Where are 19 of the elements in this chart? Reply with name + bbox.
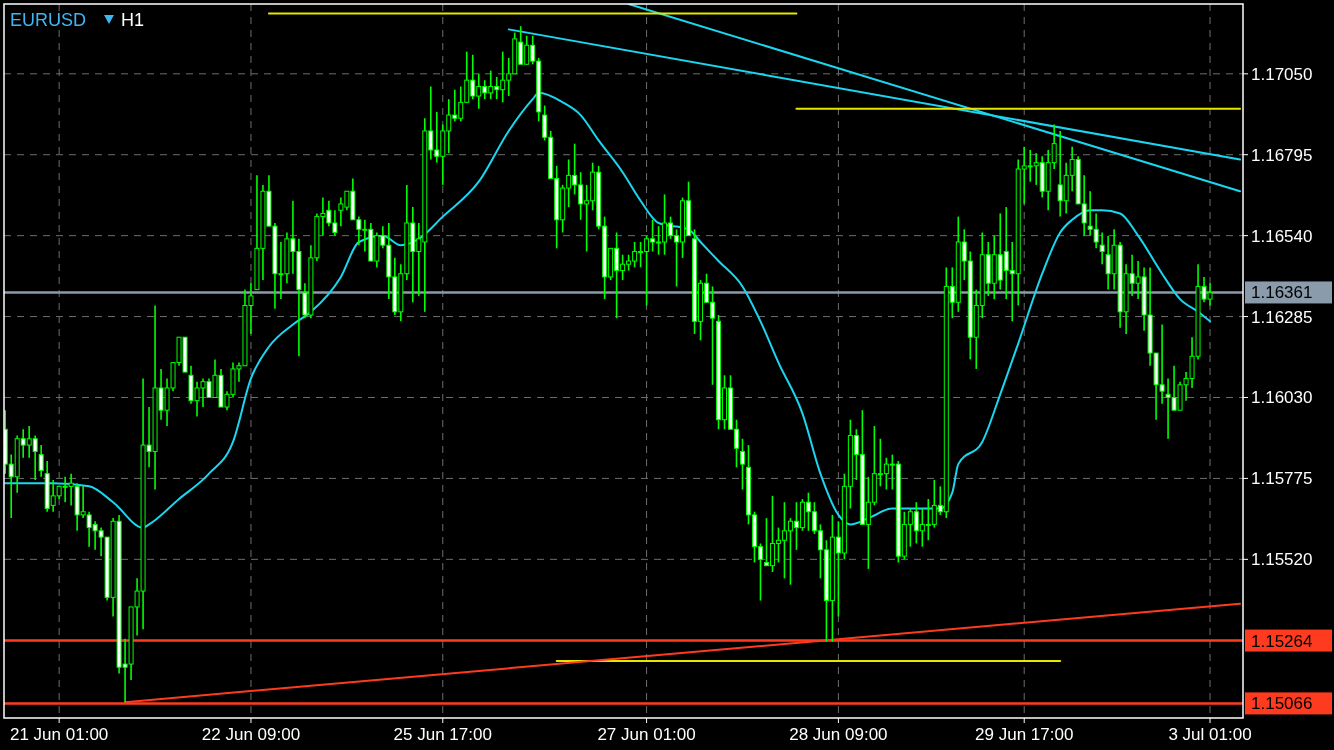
y-tick-label: 1.15520 <box>1251 550 1313 570</box>
x-tick-label: 21 Jun 01:00 <box>9 725 109 744</box>
chart-subtitle: H1 <box>121 10 145 30</box>
ref-line-label: 1.16361 <box>1251 283 1313 303</box>
ref-line-label: 1.15066 <box>1251 694 1313 714</box>
x-tick-label: 25 Jun 17:00 <box>393 725 492 744</box>
x-tick-label: 28 Jun 09:00 <box>789 725 888 744</box>
y-tick-label: 1.15775 <box>1251 469 1313 489</box>
x-tick-label: 22 Jun 09:00 <box>201 725 301 744</box>
x-tick-label: 3 Jul 01:00 <box>1168 725 1252 744</box>
y-tick-label: 1.16795 <box>1251 145 1313 165</box>
y-tick-label: 1.16285 <box>1251 307 1313 327</box>
y-tick-label: 1.16030 <box>1251 388 1313 408</box>
y-tick-label: 1.17050 <box>1251 64 1313 84</box>
x-tick-label: 29 Jun 17:00 <box>975 725 1074 744</box>
y-tick-label: 1.16540 <box>1251 226 1313 246</box>
ref-line-label: 1.15264 <box>1251 631 1313 651</box>
x-tick-label: 27 Jun 01:00 <box>597 725 696 744</box>
chart-title: EURUSD <box>10 10 87 30</box>
